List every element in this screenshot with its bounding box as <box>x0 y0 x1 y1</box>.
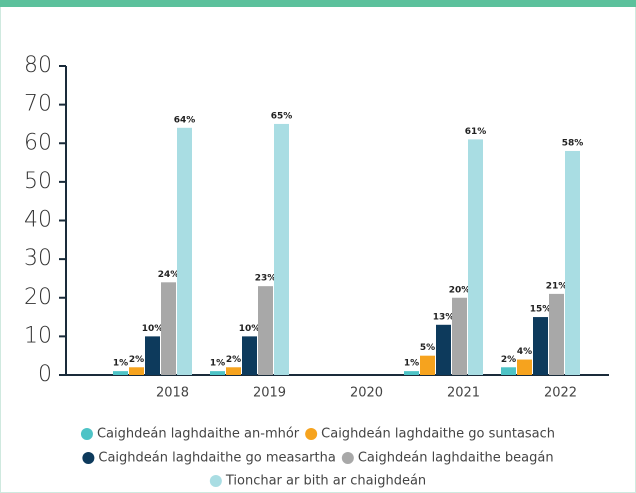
x-tick-label: 2021 <box>447 386 480 401</box>
y-tick-label: 80 <box>24 53 52 78</box>
value-label: 10% <box>239 324 261 334</box>
bar <box>452 297 467 375</box>
value-label: 65% <box>271 111 293 121</box>
value-label: 13% <box>433 312 455 322</box>
value-label: 15% <box>530 305 552 315</box>
y-tick-label: 60 <box>24 130 52 155</box>
bar <box>517 359 532 375</box>
bar <box>145 336 160 375</box>
x-tick-label: 2018 <box>156 386 189 401</box>
value-label: 58% <box>562 138 584 148</box>
bar <box>274 123 289 375</box>
bar <box>161 282 176 375</box>
bar <box>501 367 516 375</box>
bar <box>113 371 128 375</box>
legend-swatch <box>305 428 318 440</box>
value-label: 5% <box>420 343 435 353</box>
legend-swatch <box>209 475 222 487</box>
legend-swatch <box>82 452 95 464</box>
legend-label: Caighdeán laghdaithe beagán <box>358 451 554 466</box>
value-label: 24% <box>158 270 180 280</box>
x-tick-label: 2019 <box>253 386 286 401</box>
x-tick-label: 2020 <box>350 386 383 401</box>
legend-label: Caighdeán laghdaithe go measartha <box>98 451 335 466</box>
y-tick-label: 10 <box>24 323 52 348</box>
y-tick-label: 30 <box>24 246 52 271</box>
y-tick-label: 50 <box>24 169 52 194</box>
value-label: 2% <box>501 355 516 365</box>
y-tick-label: 20 <box>24 285 52 310</box>
value-label: 21% <box>546 281 568 291</box>
y-tick-label: 0 <box>38 362 52 387</box>
legend-swatch <box>80 428 93 440</box>
value-label: 1% <box>113 359 128 369</box>
value-label: 10% <box>142 324 164 334</box>
bar <box>210 371 225 375</box>
bar <box>565 150 580 375</box>
value-label: 4% <box>517 347 532 357</box>
bar <box>549 293 564 375</box>
legend-label: Tionchar ar bith ar chaighdeán <box>225 474 426 489</box>
y-tick-label: 70 <box>24 92 52 117</box>
bar <box>420 355 435 375</box>
bar <box>226 367 241 375</box>
bar <box>404 371 419 375</box>
value-label: 1% <box>210 359 225 369</box>
bar <box>242 336 257 375</box>
value-label: 2% <box>226 355 241 365</box>
value-label: 61% <box>465 127 487 137</box>
value-label: 2% <box>129 355 144 365</box>
bar <box>258 286 273 375</box>
legend-label: Caighdeán laghdaithe an-mhór <box>97 427 300 442</box>
legend-label: Caighdeán laghdaithe go suntasach <box>321 427 555 442</box>
legend-swatch <box>341 452 354 464</box>
y-tick-label: 40 <box>24 208 52 233</box>
value-label: 1% <box>404 359 419 369</box>
bar <box>436 324 451 375</box>
top-band <box>0 0 636 7</box>
x-tick-label: 2022 <box>544 386 577 401</box>
value-label: 64% <box>174 115 196 125</box>
bar <box>533 317 548 375</box>
bar <box>468 139 483 375</box>
value-label: 23% <box>255 274 277 284</box>
value-label: 20% <box>449 285 471 295</box>
bar <box>177 127 192 375</box>
bar <box>129 367 144 375</box>
